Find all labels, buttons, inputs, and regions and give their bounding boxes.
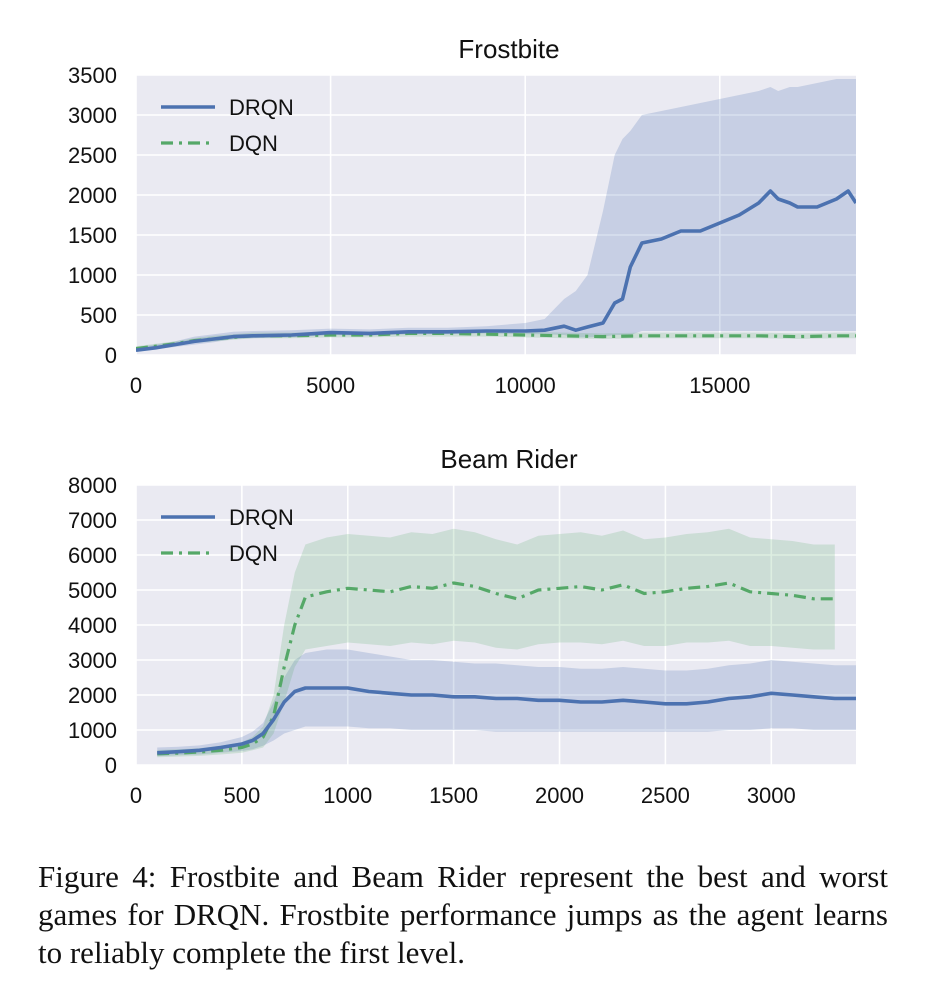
series-line-drqn: [136, 189, 856, 352]
x-tick-label: 10000: [495, 373, 556, 398]
chart-title: Frostbite: [458, 34, 559, 64]
y-tick-label: 3000: [68, 648, 117, 673]
figure-caption: Figure 4: Frostbite and Beam Rider repre…: [38, 859, 888, 970]
y-tick-label: 500: [80, 303, 117, 328]
y-tick-label: 5000: [68, 578, 117, 603]
x-tick-label: 5000: [306, 373, 355, 398]
y-tick-label: 1000: [68, 718, 117, 743]
y-tick-label: 2500: [68, 143, 117, 168]
chart-title: Beam Rider: [440, 444, 578, 474]
band-drqn: [157, 649, 856, 757]
y-tick-label: 3500: [68, 63, 117, 88]
y-tick-label: 7000: [68, 508, 117, 533]
beam-rider-chart: 0 500 1000 1500 2000 2500 3000 0 1000 2000 3000 400…: [68, 444, 856, 808]
legend-label-drqn: DRQN: [229, 95, 294, 120]
y-tick-label: 2000: [68, 183, 117, 208]
x-tick-label: 15000: [689, 373, 750, 398]
y-tick-label: 4000: [68, 613, 117, 638]
y-tick-label: 3000: [68, 103, 117, 128]
x-tick-label: 0: [130, 373, 142, 398]
y-tick-label: 6000: [68, 543, 117, 568]
y-tick-label: 8000: [68, 473, 117, 498]
legend-label-dqn: DQN: [229, 131, 278, 156]
y-tick-label: 0: [105, 753, 117, 778]
series-line-drqn: [157, 686, 856, 755]
x-tick-label: 500: [224, 783, 261, 808]
x-tick-label: 2000: [535, 783, 584, 808]
y-tick-label: 1500: [68, 223, 117, 248]
band-drqn: [136, 79, 856, 352]
x-tick-label: 3000: [747, 783, 796, 808]
band-dqn: [157, 528, 835, 758]
x-tick-label: 2500: [641, 783, 690, 808]
y-tick-label: 0: [105, 343, 117, 368]
series-line-dqn: [136, 331, 856, 351]
legend-label-drqn: DRQN: [229, 505, 294, 530]
y-tick-label: 1000: [68, 263, 117, 288]
x-tick-label: 1500: [429, 783, 478, 808]
x-tick-label: 1000: [323, 783, 372, 808]
x-tick-label: 0: [130, 783, 142, 808]
figure: 0 5000 10000 150000500100015002000250030003…: [68, 34, 856, 808]
frostbite-chart: 0 5000 10000 15000 0 500 1000 1500 2000 2500 3000 3…: [68, 34, 856, 398]
legend-label-dqn: DQN: [229, 541, 278, 566]
y-tick-label: 2000: [68, 683, 117, 708]
